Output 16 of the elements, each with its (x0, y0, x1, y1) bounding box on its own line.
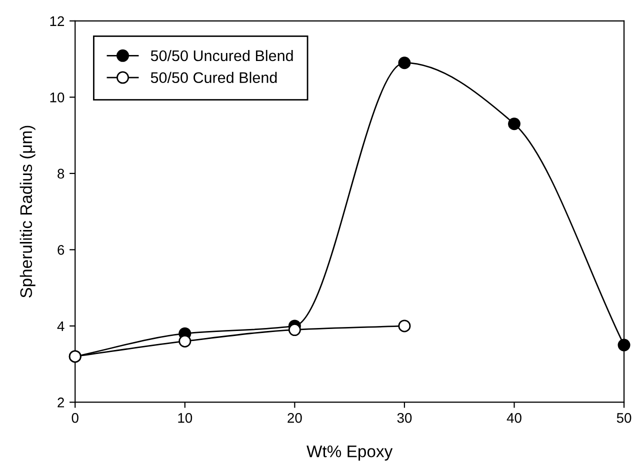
x-tick-label: 50 (616, 413, 632, 423)
legend-label: 50/50 Cured Blend (150, 72, 277, 84)
y-tick-label: 10 (50, 92, 64, 102)
legend-label: 50/50 Uncured Blend (150, 50, 293, 62)
x-tick-label: 40 (506, 413, 522, 423)
y-axis-title: Spherulitic Radius (μm) (20, 126, 36, 298)
y-tick-label: 12 (50, 16, 64, 26)
y-tick-label: 6 (58, 245, 64, 255)
x-tick-label: 10 (178, 413, 192, 423)
x-axis-title: Wt% Epoxy (306, 446, 393, 461)
y-tick-label: 4 (57, 321, 64, 331)
x-tick-label: 20 (288, 413, 302, 423)
y-tick-label: 2 (58, 398, 64, 408)
y-tick-label: 8 (58, 168, 64, 179)
x-tick-label: 0 (72, 413, 78, 423)
x-tick-label: 30 (397, 413, 412, 423)
